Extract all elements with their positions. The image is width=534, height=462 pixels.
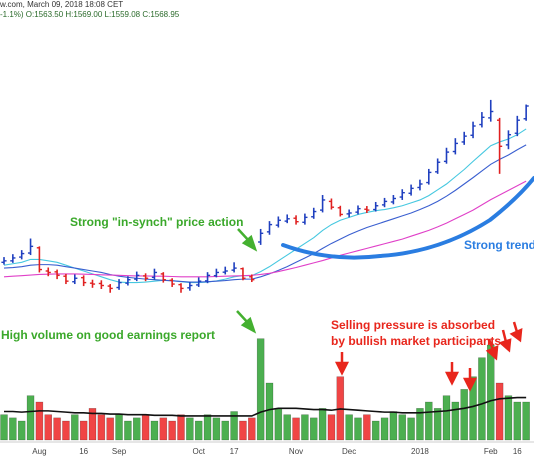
- x-tick-label: 16: [79, 447, 88, 456]
- volume-bar: [301, 414, 309, 441]
- volume-bar: [469, 376, 477, 441]
- volume-bar: [265, 382, 274, 441]
- volume-bar: [292, 417, 300, 441]
- x-tick-label: 2018: [411, 447, 429, 456]
- volume-bar: [71, 414, 79, 441]
- volume-bar: [168, 420, 176, 441]
- volume-bar: [425, 401, 433, 441]
- x-tick-label: 16: [513, 447, 522, 456]
- volume-bar: [177, 414, 185, 441]
- volume-bar: [354, 417, 362, 441]
- volume-bar: [35, 401, 44, 441]
- volume-bar: [133, 417, 141, 441]
- volume-bar: [407, 417, 415, 441]
- x-tick-label: Nov: [289, 447, 303, 456]
- moving-average: [3, 180, 527, 278]
- trend-curve: [281, 176, 534, 260]
- volume-bar: [416, 408, 424, 441]
- x-tick-label: Aug: [32, 447, 46, 456]
- volume-bar: [62, 420, 70, 441]
- volume-bar: [283, 414, 291, 441]
- volume-bar: [513, 401, 522, 441]
- volume-bar: [371, 420, 380, 441]
- volume-bar: [460, 389, 468, 441]
- volume-bar: [150, 420, 159, 441]
- plot: Aug 16 Sep Oct 17 Nov Dec 2018 Feb 16: [0, 99, 530, 456]
- volume-average: [4, 396, 527, 417]
- volume-bar: [442, 395, 451, 441]
- annotation: Strong trend: [464, 238, 534, 252]
- volume-bar: [26, 395, 35, 441]
- volume-bar: [97, 414, 106, 441]
- volume-bar: [212, 417, 221, 441]
- volume-bar: [451, 401, 460, 441]
- volume-bar: [88, 408, 97, 441]
- moving-average: [3, 144, 527, 283]
- x-tick-label: 17: [230, 447, 239, 456]
- arrow-head: [240, 316, 257, 334]
- volume-bar: [345, 414, 353, 441]
- annotation: by bullish market participants: [331, 334, 501, 348]
- volume-bar: [53, 417, 61, 441]
- volume-bar: [239, 420, 247, 441]
- arrow-head: [241, 234, 258, 252]
- volume-bar: [159, 417, 168, 441]
- volume-bar: [9, 417, 17, 441]
- x-tick-label: Sep: [112, 447, 127, 456]
- volume-bar: [115, 414, 123, 441]
- volume-bar: [106, 417, 114, 441]
- volume-bar: [141, 414, 150, 441]
- annotation: High volume on good earnings report: [1, 328, 215, 342]
- x-tick-label: Dec: [342, 447, 356, 456]
- volume-bar: [274, 408, 283, 441]
- header-line: -1.1%) O:1563.50 H:1569.00 L:1559.08 C:1…: [0, 10, 180, 19]
- volume-bar: [203, 414, 212, 441]
- volume-bar: [186, 417, 194, 441]
- volume-bar: [478, 357, 486, 441]
- volume-bar: [248, 417, 256, 441]
- green-arrows: [236, 228, 258, 334]
- volume-bar: [504, 395, 513, 441]
- volume-bar: [0, 414, 8, 441]
- x-tick-label: Feb: [484, 447, 498, 456]
- volume-bar: [230, 411, 238, 441]
- volume-bar: [327, 414, 336, 441]
- volume-bar: [124, 420, 132, 441]
- volume-bar: [310, 417, 318, 441]
- x-tick-label: Oct: [192, 447, 205, 456]
- volume-bar: [363, 414, 371, 441]
- annotation: Selling pressure is absorbed: [331, 318, 495, 332]
- volume-bar: [256, 338, 265, 441]
- volume-bar: [398, 414, 406, 441]
- volume-bar: [79, 420, 88, 441]
- volume-bar: [522, 401, 530, 441]
- volume-bar: [389, 411, 398, 441]
- volume-bar: [487, 344, 495, 441]
- volume-bar: [194, 420, 203, 441]
- volume-bar: [433, 408, 442, 441]
- volume-bar: [318, 408, 327, 441]
- header-line: w.com, March 09, 2018 18:08 CET: [0, 0, 123, 9]
- red-arrows: [334, 321, 523, 392]
- annotation: Strong "in-synch" price action: [70, 215, 243, 229]
- volume-bar: [44, 414, 52, 441]
- moving-average: [3, 128, 527, 284]
- volume-bar: [17, 420, 26, 441]
- volume-bar: [495, 382, 504, 441]
- volume-bar: [221, 420, 229, 441]
- volume-bar: [380, 417, 389, 441]
